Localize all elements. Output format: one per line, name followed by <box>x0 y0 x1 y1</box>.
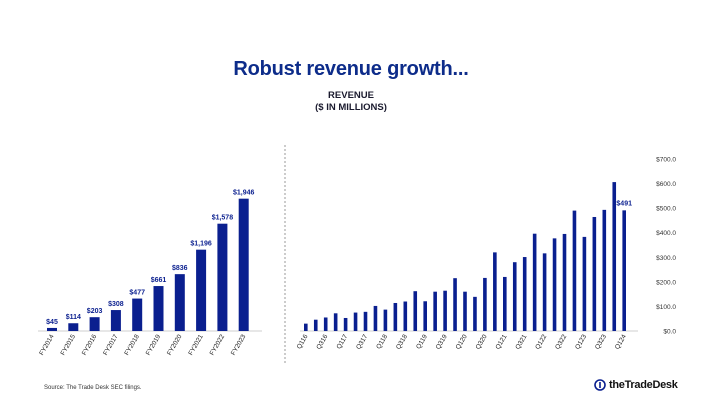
annual-bar <box>238 198 249 331</box>
annual-tick-label: FY2020 <box>166 333 184 357</box>
company-logo: theTradeDesk <box>594 377 678 393</box>
quarterly-ytick-label: $300.0 <box>656 255 676 262</box>
annual-data-label: $308 <box>108 301 124 308</box>
quarterly-data-label: $491 <box>616 200 632 207</box>
annual-bar <box>110 310 121 331</box>
chart-subtitle-line2: ($ IN MILLIONS) <box>315 102 387 113</box>
annual-tick-label: FY2016 <box>81 333 99 357</box>
annual-data-label: $836 <box>172 265 188 272</box>
quarterly-ytick-label: $700.0 <box>656 157 676 164</box>
annual-tick-label: FY2015 <box>60 333 78 357</box>
annual-data-label: $661 <box>151 277 167 284</box>
quarterly-tick-label: Q117 <box>336 333 350 350</box>
quarterly-tick-label: Q123 <box>574 333 588 351</box>
annual-data-label: $1,578 <box>212 215 234 222</box>
quarterly-bar <box>562 233 567 331</box>
quarterly-tick-label: Q124 <box>614 333 628 351</box>
annual-bar <box>217 223 228 331</box>
quarterly-tick-label: Q121 <box>495 333 509 351</box>
annual-revenue-chart: $45 FY2014 $114 FY2015 $203 FY2016 $308 FY2017 $… <box>38 190 254 357</box>
annual-data-label: $1,946 <box>233 190 255 197</box>
quarterly-tick-label: Q319 <box>435 333 449 351</box>
quarterly-revenue-chart: $0.0 $100.0 $200.0 $300.0 $400.0 $500.0 $600.0… <box>296 157 677 351</box>
annual-tick-label: FY2017 <box>102 333 120 357</box>
quarterly-ytick-label: $400.0 <box>656 230 676 237</box>
quarterly-ytick-label: $100.0 <box>656 304 676 311</box>
quarterly-bar <box>592 216 597 331</box>
quarterly-bar <box>373 305 378 331</box>
quarterly-bar <box>333 313 338 331</box>
quarterly-bar <box>453 278 457 331</box>
quarterly-bar <box>602 209 607 331</box>
quarterly-bar <box>512 262 517 331</box>
quarterly-bar <box>503 276 507 331</box>
quarterly-ytick-label: $200.0 <box>656 279 676 286</box>
quarterly-tick-label: Q116 <box>296 333 310 350</box>
quarterly-tick-label: Q320 <box>475 333 489 351</box>
quarterly-bar <box>323 317 328 331</box>
annual-data-label: $477 <box>129 290 145 297</box>
annual-bar <box>68 323 79 331</box>
annual-bar <box>132 298 143 331</box>
quarterly-ytick-label: $0.0 <box>663 329 676 336</box>
logo-mark-icon <box>594 379 606 391</box>
quarterly-bar <box>363 311 368 331</box>
quarterly-bar <box>443 290 447 331</box>
quarterly-bar <box>542 253 547 331</box>
quarterly-bar <box>423 301 427 331</box>
annual-bar <box>89 317 100 331</box>
quarterly-bar <box>532 233 537 331</box>
annual-tick-label: FY2019 <box>145 333 163 357</box>
quarterly-bar <box>572 210 577 331</box>
annual-data-label: $45 <box>46 319 58 326</box>
quarterly-ytick-label: $500.0 <box>656 206 676 213</box>
quarterly-tick-label: Q316 <box>315 333 329 351</box>
quarterly-tick-label: Q122 <box>534 333 548 351</box>
quarterly-ytick-label: $600.0 <box>656 181 676 188</box>
annual-bar <box>174 274 185 331</box>
annual-bar <box>196 249 207 331</box>
quarterly-bar <box>552 238 557 331</box>
quarterly-bar <box>383 309 388 331</box>
quarterly-tick-label: Q120 <box>455 333 469 351</box>
quarterly-bar <box>493 252 497 331</box>
quarterly-bar <box>393 302 398 331</box>
quarterly-bar <box>622 210 626 331</box>
quarterly-bar <box>582 236 587 331</box>
annual-tick-label: FY2021 <box>187 333 205 357</box>
quarterly-tick-label: Q322 <box>554 333 568 351</box>
quarterly-bar <box>413 291 418 331</box>
annual-tick-label: FY2022 <box>209 333 227 357</box>
source-note: Source: The Trade Desk SEC filings. <box>44 385 142 391</box>
annual-data-label: $114 <box>66 314 81 321</box>
quarterly-bar <box>473 296 477 331</box>
quarterly-bar <box>353 312 358 331</box>
quarterly-bar <box>304 323 308 331</box>
quarterly-bar <box>612 182 617 331</box>
quarterly-tick-label: Q119 <box>415 333 429 350</box>
quarterly-bar <box>463 291 467 331</box>
quarterly-bar <box>433 291 437 331</box>
quarterly-bar <box>343 317 348 331</box>
chart-subtitle-line1: REVENUE <box>328 90 374 101</box>
quarterly-tick-label: Q318 <box>395 333 409 351</box>
annual-tick-label: FY2023 <box>230 333 248 357</box>
annual-bar <box>153 286 164 331</box>
quarterly-tick-label: Q317 <box>355 333 369 351</box>
annual-data-label: $203 <box>87 308 103 315</box>
quarterly-tick-label: Q321 <box>514 333 528 351</box>
quarterly-bar <box>522 257 527 331</box>
slide-title: Robust revenue growth... <box>233 58 469 80</box>
quarterly-tick-label: Q323 <box>594 333 608 351</box>
quarterly-tick-label: Q118 <box>375 333 389 350</box>
quarterly-bar <box>403 301 408 331</box>
annual-tick-label: FY2014 <box>38 333 56 357</box>
quarterly-bar <box>483 277 487 331</box>
quarterly-bar <box>313 319 318 331</box>
annual-tick-label: FY2018 <box>123 333 141 357</box>
annual-bar <box>47 327 57 331</box>
annual-data-label: $1,196 <box>190 241 212 248</box>
logo-text: theTradeDesk <box>609 379 678 391</box>
